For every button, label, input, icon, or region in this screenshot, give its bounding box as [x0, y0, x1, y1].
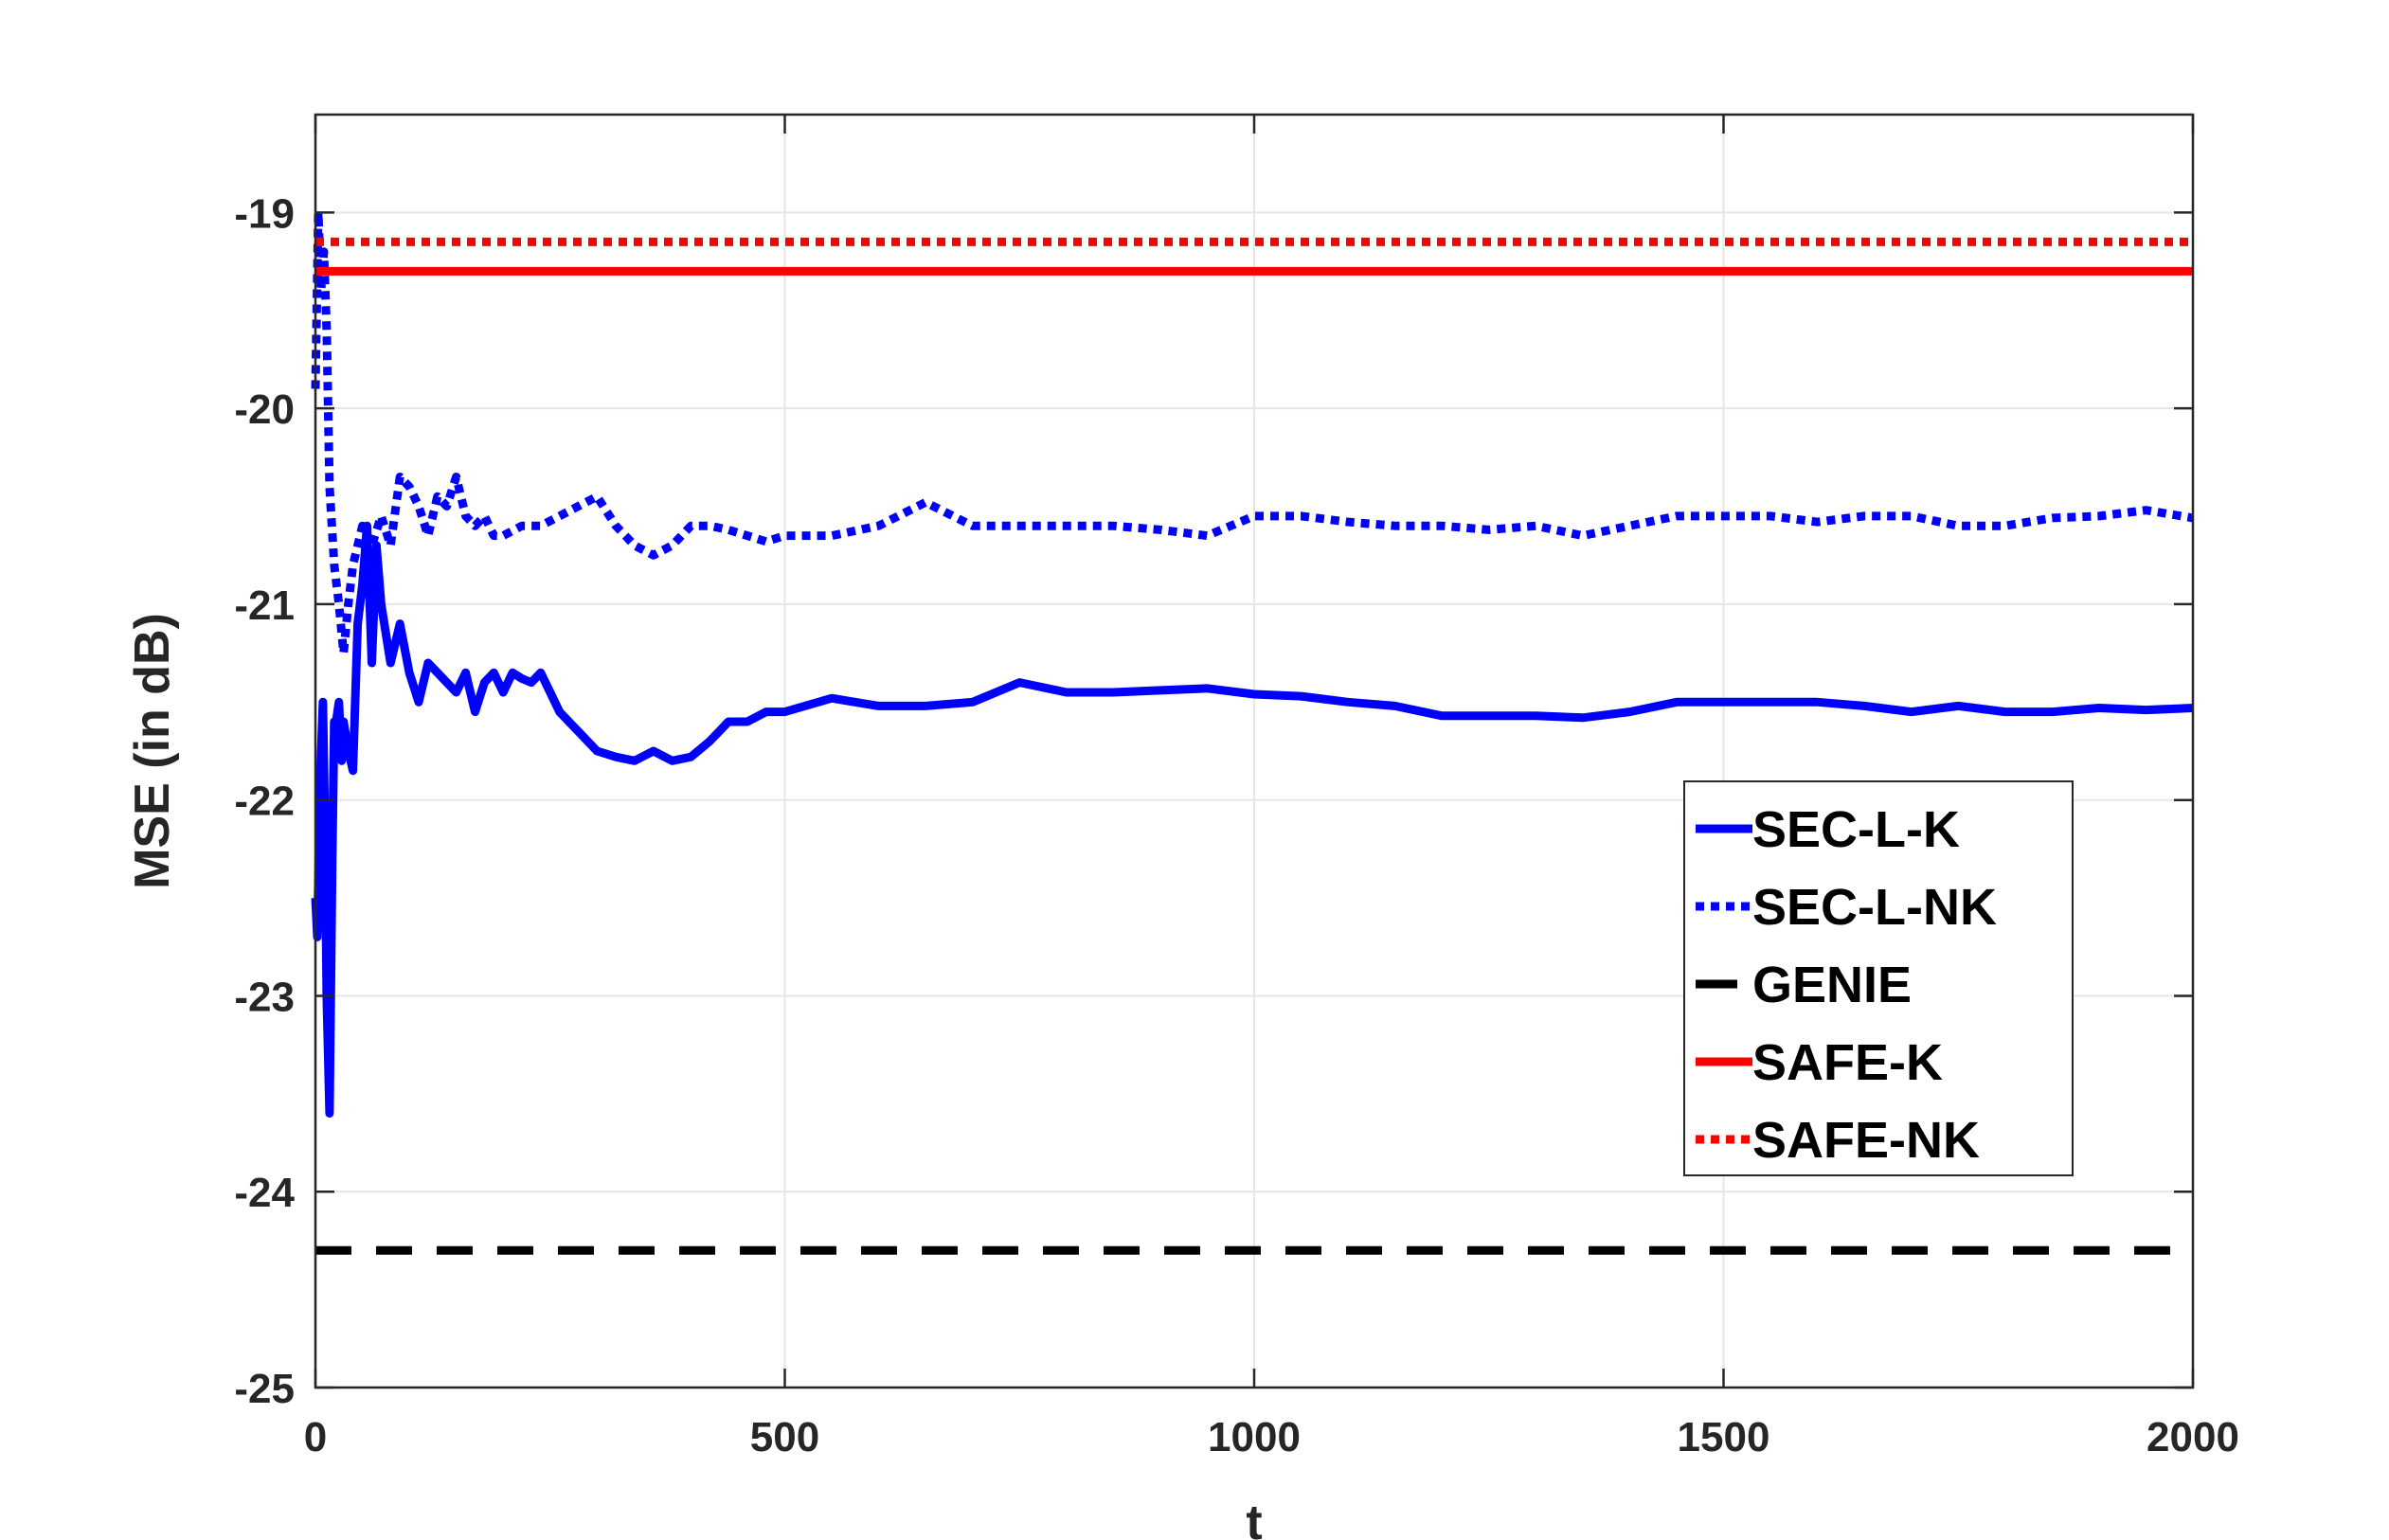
series-line-sec-l-nk	[311, 207, 2194, 658]
legend-label: SEC-L-NK	[1752, 879, 1997, 936]
x-tick-label: 1000	[1208, 1414, 1301, 1460]
x-tick-label: 500	[750, 1414, 819, 1460]
y-tick-label: -23	[234, 974, 295, 1020]
series-layer	[311, 207, 2194, 1255]
y-tick-label: -25	[234, 1366, 295, 1412]
y-axis-label: MSE (in dB)	[125, 613, 180, 889]
y-tick-label: -19	[234, 190, 295, 237]
legend-label: SAFE-NK	[1752, 1112, 1980, 1169]
legend-label: SEC-L-K	[1752, 801, 1960, 858]
x-tick-label: 0	[304, 1414, 327, 1460]
y-tick-label: -24	[234, 1170, 295, 1216]
ticks	[314, 115, 2195, 1389]
grid	[314, 115, 2194, 1388]
x-tick-label: 1500	[1678, 1414, 1770, 1460]
y-tick-label: -22	[234, 779, 295, 825]
x-tick-label: 2000	[2147, 1414, 2239, 1460]
legend-label: SAFE-K	[1752, 1034, 1943, 1091]
x-axis-label: t	[1246, 1495, 1262, 1540]
legend-box	[1683, 780, 2074, 1176]
tick-labels: 0 500 1000 1500 2000 -25 -24 -23 -22 -21 -20 -19	[234, 190, 2239, 1460]
legend-label: GENIE	[1752, 957, 1912, 1013]
legend: SEC-L-K SEC-L-NK GENIE SAFE-K SAFE-NK	[1683, 780, 2074, 1176]
series-line-sec-l-k	[311, 521, 2194, 1118]
y-tick-label: -20	[234, 386, 295, 433]
y-tick-label: -21	[234, 582, 295, 629]
